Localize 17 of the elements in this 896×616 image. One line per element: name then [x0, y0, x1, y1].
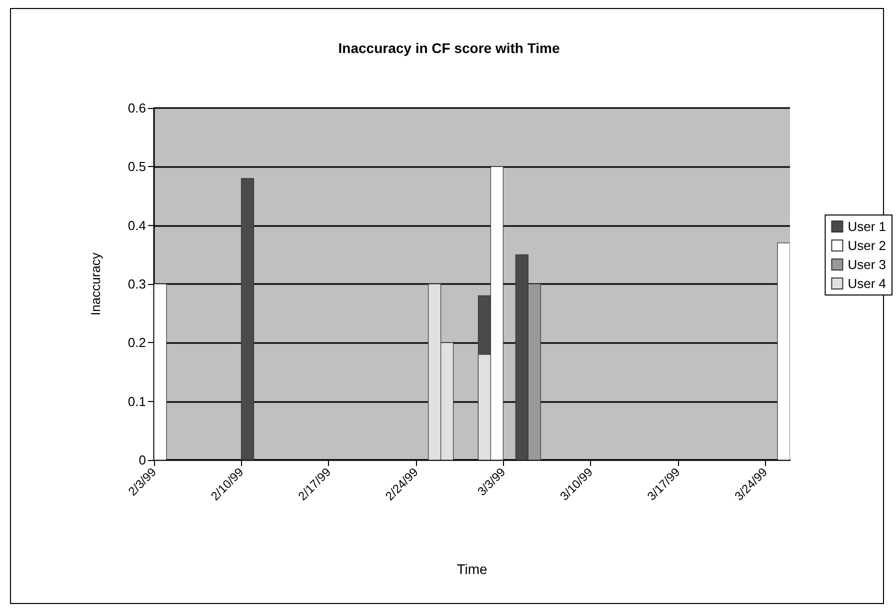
y-tick-label: 0.2: [128, 335, 146, 350]
y-tick-label: 0: [138, 452, 146, 468]
y-tick-label: 0.4: [128, 218, 146, 233]
y-tick-label: 0.5: [128, 159, 146, 174]
y-tick-label: 0.1: [128, 394, 146, 409]
legend-label: User 2: [848, 238, 886, 253]
legend-label: User 4: [848, 276, 886, 291]
chart-title: Inaccuracy in CF score with Time: [338, 40, 560, 56]
legend-label: User 3: [848, 257, 886, 272]
y-tick-label: 0.3: [128, 276, 146, 292]
bar: [777, 242, 790, 460]
bar: [154, 284, 167, 460]
x-axis-title: Time: [456, 561, 488, 577]
y-tick-label: 0.6: [128, 100, 146, 116]
bar: [240, 178, 254, 460]
legend-label: User 1: [848, 219, 886, 234]
y-axis-title: Inaccuracy: [88, 252, 103, 316]
